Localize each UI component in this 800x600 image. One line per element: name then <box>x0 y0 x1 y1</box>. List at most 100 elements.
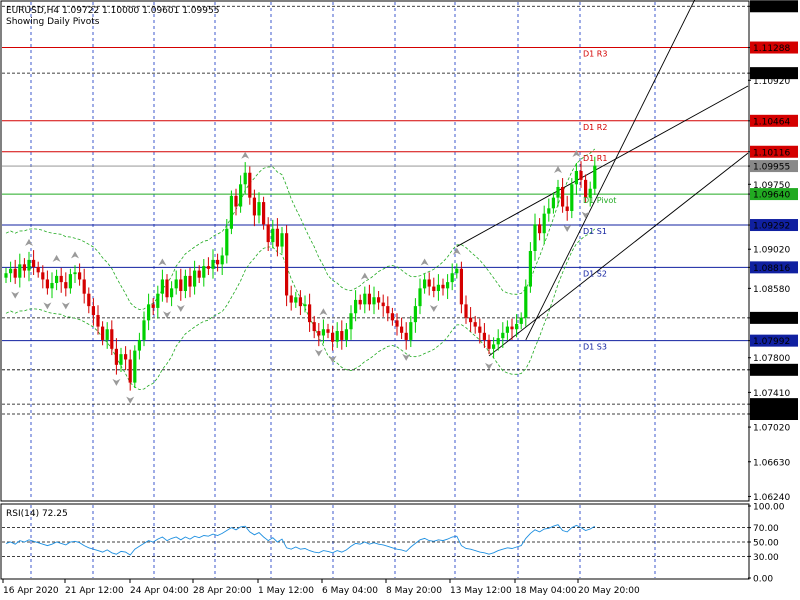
candle-body <box>101 326 105 340</box>
pivot-label: D1 S3 <box>583 343 607 352</box>
price-label: 1.10116 <box>753 148 790 158</box>
candle-body <box>252 197 256 216</box>
time-label: 28 Apr 20:00 <box>193 586 252 596</box>
candle-body <box>124 354 128 360</box>
candle-body <box>50 283 54 289</box>
candle-body <box>257 202 261 216</box>
main-panel-frame <box>0 0 750 502</box>
candle-body <box>377 297 381 303</box>
candle-body <box>510 326 514 330</box>
candle-body <box>528 251 532 287</box>
fractal-up-marker <box>554 165 562 173</box>
price-label: 1.10920 <box>753 77 790 87</box>
candle-body <box>64 282 68 289</box>
rsi-line <box>5 524 596 556</box>
candle-body <box>482 332 486 340</box>
fractal-up-marker <box>452 247 461 255</box>
candle-body <box>395 320 399 327</box>
candle-body <box>565 206 569 211</box>
candle-body <box>87 293 91 307</box>
price-label: 1.07992 <box>753 337 790 347</box>
candle-body <box>413 306 417 323</box>
rsi-tick-label: 0.00 <box>753 575 773 585</box>
candle-body <box>427 279 431 287</box>
price-label-box <box>750 408 798 421</box>
candle-body <box>294 297 298 303</box>
candle-body <box>234 195 238 207</box>
candle-body <box>179 279 183 292</box>
envelope-bands <box>5 148 596 391</box>
candle-body <box>501 332 505 339</box>
candle-body <box>220 255 224 265</box>
price-label-box <box>750 160 798 173</box>
price-label: 1.07020 <box>753 424 790 434</box>
pivot-label: D1 S2 <box>583 269 607 278</box>
price-label-box <box>750 67 798 80</box>
price-label-box <box>750 188 798 201</box>
candle-body <box>432 286 436 292</box>
candle-body <box>147 304 151 321</box>
candle-body <box>326 329 330 333</box>
fractal-up-marker <box>71 251 79 259</box>
rsi-indicator: 100.00 70.00 50.00 30.00 0.00 <box>2 503 785 585</box>
candle-body <box>538 224 542 234</box>
candle-body <box>18 264 22 278</box>
time-label: 24 Apr 04:00 <box>130 586 189 596</box>
pivot-label: D1 R1 <box>583 154 607 163</box>
channel-mid-line <box>525 0 696 341</box>
price-label: 1.06630 <box>753 458 790 468</box>
candle-body <box>197 270 201 278</box>
candle-body <box>492 344 496 349</box>
candle-body <box>275 228 279 247</box>
time-label: 1 May 12:00 <box>258 586 314 596</box>
candle-body <box>289 295 293 303</box>
fractal-down-marker <box>112 378 121 386</box>
candle-body <box>542 213 546 234</box>
price-label: 1.11288 <box>753 44 790 54</box>
candle-body <box>579 170 583 180</box>
rsi-tick-label: 30.00 <box>753 553 779 563</box>
price-label-box <box>750 363 798 376</box>
candle-body <box>312 322 316 332</box>
upper-band <box>5 148 596 311</box>
trend-channel <box>456 0 749 357</box>
rsi-label: RSI(14) 72.25 <box>6 509 68 519</box>
price-label-box <box>750 398 798 411</box>
time-label: 18 May 04:00 <box>515 586 577 596</box>
candle-body <box>225 228 229 256</box>
fractal-down-marker <box>11 291 20 299</box>
candle-body <box>91 306 95 316</box>
candle-body <box>73 272 77 275</box>
candle-body <box>404 332 408 340</box>
candle-body <box>156 293 160 308</box>
candle-body <box>423 279 427 289</box>
candle-body <box>308 304 312 323</box>
pivot-lines <box>2 47 748 342</box>
candle-body <box>266 224 270 243</box>
candle-body <box>114 348 118 365</box>
candle-body <box>183 275 187 292</box>
candle-body <box>298 297 302 307</box>
candlesticks <box>4 156 597 391</box>
candle-body <box>551 197 555 209</box>
candle-body <box>188 275 192 287</box>
pivot-label: D1 S1 <box>583 227 607 236</box>
candle-body <box>584 179 588 198</box>
price-label: 1.09955 <box>753 163 790 173</box>
candle-body <box>82 279 86 294</box>
fractal-down-marker <box>163 311 171 319</box>
candle-body <box>105 329 109 340</box>
candle-body <box>193 270 197 287</box>
candle-body <box>524 286 528 318</box>
candle-body <box>344 329 348 340</box>
candle-body <box>593 165 597 189</box>
candle-body <box>505 326 509 333</box>
candle-body <box>400 326 404 333</box>
price-label-box <box>750 334 798 347</box>
candle-body <box>55 275 59 284</box>
lower-band <box>5 228 596 391</box>
price-label: 1.06240 <box>753 493 790 503</box>
candle-body <box>363 293 367 305</box>
vertical-gridlines <box>30 2 656 578</box>
